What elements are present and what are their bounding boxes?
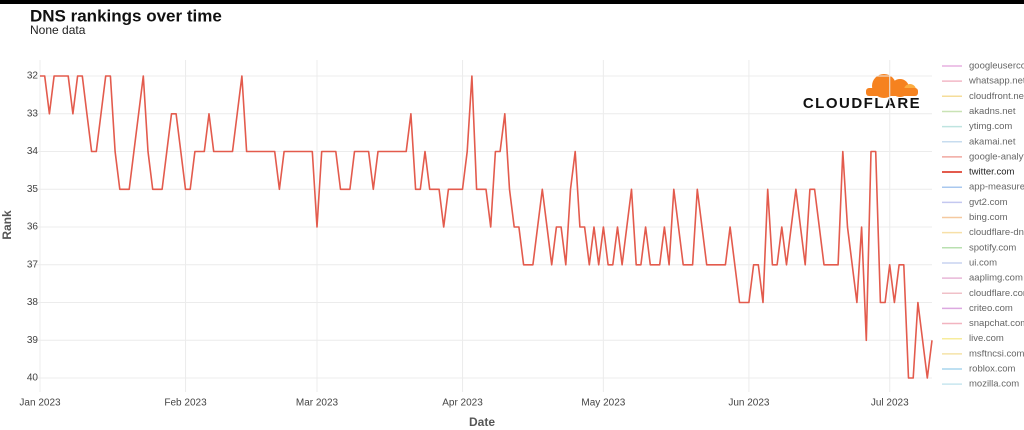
y-tick-label: 37 — [27, 259, 39, 270]
logo-cloud — [866, 88, 918, 96]
x-tick-label: Jan 2023 — [19, 398, 61, 409]
legend-label: msftncsi.com — [969, 348, 1024, 359]
legend-label: whatsapp.net — [968, 76, 1024, 87]
chart-subtitle: None data — [30, 23, 86, 37]
legend-label: spotify.com — [969, 242, 1016, 253]
x-tick-label: Mar 2023 — [296, 398, 339, 409]
legend-label: cloudflare.com — [969, 288, 1024, 299]
legend-label: ytimg.com — [969, 121, 1012, 132]
x-tick-label: Jul 2023 — [871, 398, 909, 409]
legend-label: google-analyti — [969, 151, 1024, 162]
series-line — [40, 75, 933, 379]
x-tick-label: May 2023 — [581, 398, 625, 409]
y-tick-label: 35 — [27, 184, 39, 195]
legend-label: roblox.com — [969, 364, 1016, 375]
cloudflare-logo: CLOUDFLARE — [803, 74, 921, 112]
legend-label: akadns.net — [969, 106, 1016, 117]
y-tick-label: 39 — [27, 335, 39, 346]
legend-label: ui.com — [969, 257, 997, 268]
top-bar — [0, 0, 1024, 4]
legend-label: gvt2.com — [969, 197, 1008, 208]
legend-label: mozilla.com — [969, 379, 1019, 390]
logo-text: CLOUDFLARE — [803, 95, 921, 112]
legend-label: bing.com — [969, 212, 1008, 223]
y-tick-label: 34 — [27, 146, 39, 157]
legend-label: twitter.com — [969, 167, 1014, 178]
legend-label: cloudfront.net — [969, 91, 1024, 102]
x-tick-label: Feb 2023 — [164, 398, 207, 409]
x-axis-label: Date — [469, 415, 495, 429]
legend-label: criteo.com — [969, 303, 1013, 314]
x-tick-label: Jun 2023 — [728, 398, 770, 409]
legend-label: snapchat.com — [969, 318, 1024, 329]
y-axis-label: Rank — [0, 210, 14, 240]
y-tick-label: 36 — [27, 222, 39, 233]
legend-label: googleusercon — [969, 61, 1024, 72]
y-tick-label: 32 — [27, 71, 39, 82]
legend-label: aaplimg.com — [969, 273, 1023, 284]
legend-label: live.com — [969, 333, 1004, 344]
y-tick-label: 40 — [27, 373, 39, 384]
legend-label: akamai.net — [969, 136, 1016, 147]
legend-label: cloudflare-dns — [969, 227, 1024, 238]
legend-label: app-measurer — [969, 182, 1024, 193]
y-tick-label: 38 — [27, 297, 39, 308]
x-tick-label: Apr 2023 — [442, 398, 483, 409]
chart-title: DNS rankings over time — [30, 6, 222, 25]
y-tick-label: 33 — [27, 108, 39, 119]
